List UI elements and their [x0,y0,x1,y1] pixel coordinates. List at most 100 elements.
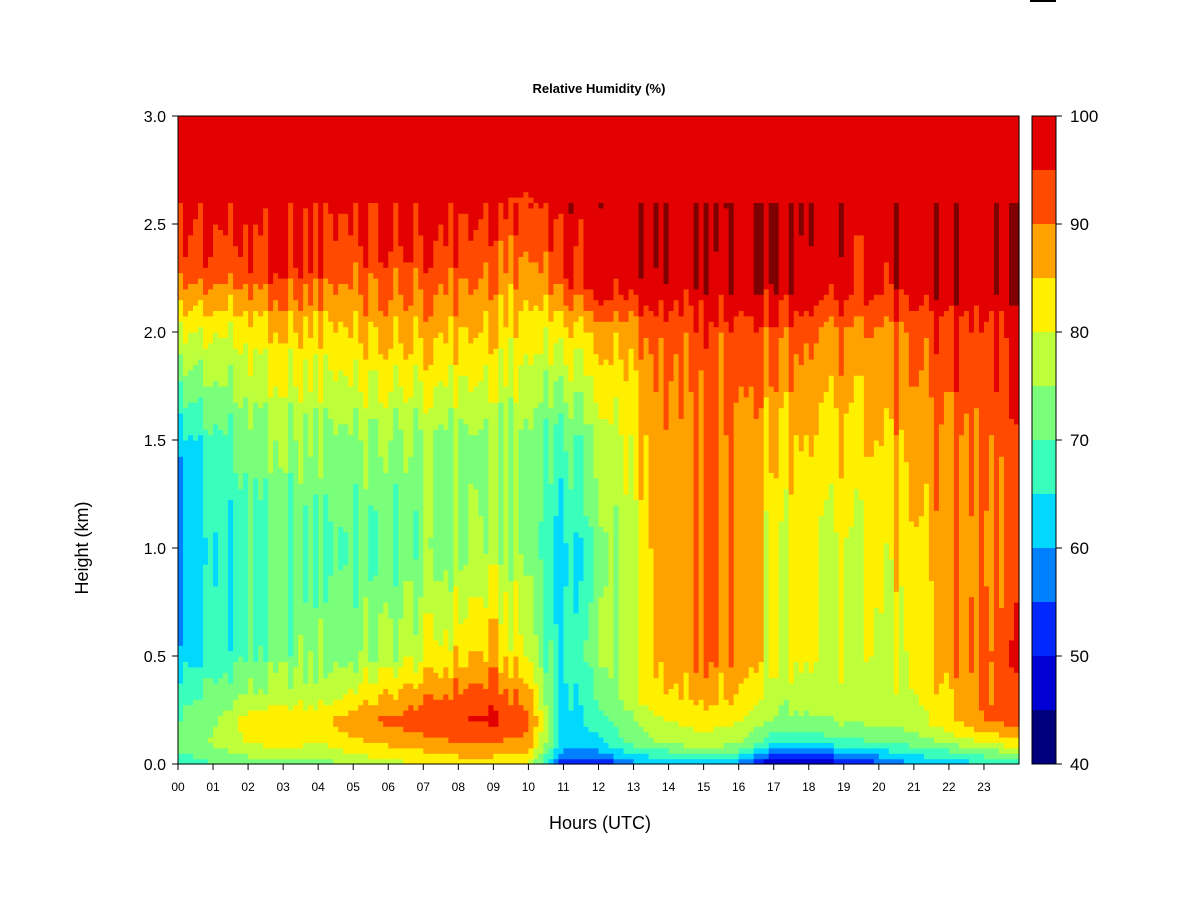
heatmap-cell [398,386,404,430]
heatmap-cell [898,742,905,754]
heatmap-cell [388,747,394,760]
heatmap-cell [778,758,785,765]
heatmap-cell [553,758,560,765]
heatmap-cell [933,299,940,355]
heatmap-cell [868,747,875,754]
heatmap-cell [873,116,880,295]
heatmap-cell [323,278,329,311]
heatmap-cell [408,116,414,263]
heatmap-cell [283,704,289,749]
heatmap-cell [903,116,910,295]
heatmap-cell [733,315,740,403]
heatmap-cell [908,386,915,522]
heatmap-cell [478,742,484,760]
heatmap-cell [418,661,424,684]
heatmap-cell [703,731,710,749]
heatmap-cell [853,720,860,738]
heatmap-cell [318,116,324,279]
heatmap-cell [348,688,354,711]
heatmap-cell [253,661,259,695]
heatmap-cell [353,607,359,673]
heatmap-cell [678,726,685,743]
heatmap-cell [883,315,890,409]
heatmap-cell [503,218,509,274]
heatmap-cell [588,731,595,749]
heatmap-cell [243,472,249,662]
heatmap-cell [758,742,765,749]
heatmap-cell [748,386,755,668]
heatmap-cell [393,677,399,700]
heatmap-cell [203,116,209,268]
heatmap-cell [208,288,214,317]
heatmap-cell [493,742,499,754]
heatmap-cell [498,753,504,765]
heatmap-cell [788,202,795,295]
heatmap-cell [1003,758,1010,765]
heatmap-cell [578,704,585,749]
heatmap-cell [953,720,960,738]
heatmap-cell [483,742,489,760]
heatmap-cell [673,353,680,684]
heatmap-cell [743,715,750,738]
heatmap-cell [343,753,349,765]
heatmap-cell [583,639,590,662]
heatmap-cell [493,240,499,295]
heatmap-cell [273,272,279,301]
heatmap-cell [703,202,710,295]
heatmap-cell [798,315,805,365]
heatmap-cell [578,218,585,295]
heatmap-cell [563,758,570,765]
heatmap-cell [948,116,955,306]
heatmap-cell [658,661,665,716]
heatmap-cell [933,758,940,765]
heatmap-cell [388,116,394,252]
heatmap-cell [648,758,655,765]
heatmap-cell [478,116,484,220]
heatmap-cell [833,531,840,722]
heatmap-cell [953,677,960,722]
heatmap-cell [1013,116,1020,203]
heatmap-cell [733,693,740,722]
heatmap-cell [393,364,399,409]
heatmap-cell [228,753,234,765]
heatmap-cell [243,742,249,754]
heatmap-cell [453,315,459,365]
heatmap-cell [728,332,735,668]
heatmap-cell [228,321,234,365]
heatmap-cell [948,753,955,760]
heatmap-cell [488,564,494,619]
heatmap-cell [723,202,730,209]
heatmap-cell [558,213,565,284]
heatmap-cell [1008,116,1015,203]
heatmap-cell [328,283,334,322]
heatmap-cell [698,758,705,765]
x-tick-label: 11 [557,780,570,794]
heatmap-cell [608,364,615,425]
heatmap-cell [788,753,795,760]
heatmap-cell [728,726,735,743]
heatmap-field [178,116,1020,765]
heatmap-cell [398,666,404,689]
heatmap-cell [673,720,680,743]
heatmap-cell [578,348,585,392]
heatmap-cell [603,116,610,301]
heatmap-cell [328,575,334,673]
heatmap-cell [678,742,685,754]
heatmap-cell [323,353,329,409]
heatmap-cell [783,294,790,328]
heatmap-cell [193,116,199,220]
heatmap-cell [883,742,890,749]
heatmap-cell [478,332,484,382]
heatmap-cell [498,623,504,673]
heatmap-cell [188,402,194,436]
heatmap-cell [273,386,279,441]
heatmap-cell [958,720,965,738]
heatmap-cell [998,753,1005,760]
heatmap-cell [878,326,885,446]
heatmap-cell [563,402,570,452]
heatmap-cell [808,116,815,203]
heatmap-cell [983,747,990,760]
heatmap-cell [873,753,880,765]
heatmap-cell [478,515,484,598]
